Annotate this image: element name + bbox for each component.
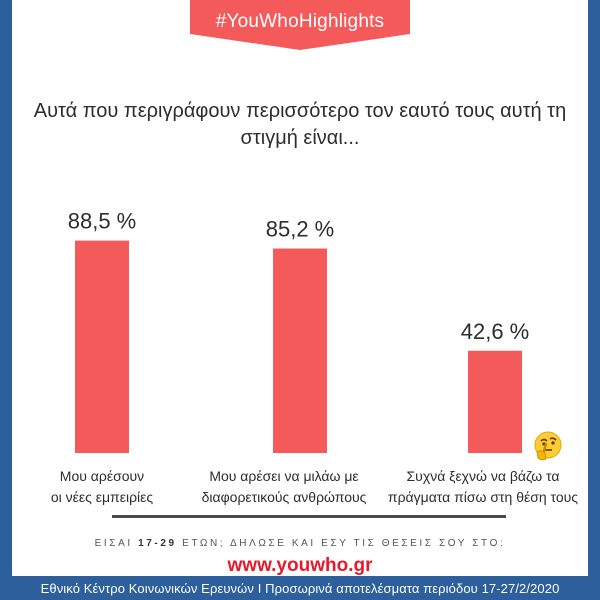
- footer-age: 17-29: [138, 538, 177, 549]
- site-tld: .gr: [348, 555, 373, 576]
- divider: [112, 515, 506, 518]
- category-label-3-line-1: Συχνά ξεχνώ να βάζω τα: [407, 468, 560, 484]
- category-label-1-line-2: οι νέες εμπειρίες: [51, 489, 154, 505]
- category-label-3-line-2: πράγματα πίσω στη θέση τους: [388, 489, 578, 505]
- bar-1: [75, 240, 129, 453]
- category-label-1-line-1: Μου αρέσουν: [60, 468, 144, 484]
- hashtag-banner: #YouWhoHighlights: [190, 0, 410, 50]
- value-label-1: 88,5 %: [68, 209, 137, 234]
- footer-invitation: ΕΙΣΑΙ 17-29 ΕΤΩΝ; ΔΗΛΩΣΕ ΚΑΙ ΕΣΥ ΤΙΣ ΘΕΣ…: [0, 538, 600, 549]
- site-main: www.youwho: [227, 555, 349, 576]
- chart-title: Αυτά που περιγράφουν περισσότερο τον εαυ…: [30, 98, 570, 152]
- footer-prefix: ΕΙΣΑΙ: [94, 538, 139, 549]
- chart-title-line-2: στιγμή είναι...: [240, 127, 360, 149]
- category-label-2-line-2: διαφορετικούς ανθρώπους: [202, 489, 367, 505]
- bar-2: [273, 248, 327, 453]
- chart-title-line-1: Αυτά που περιγράφουν περισσότερο τον εαυ…: [33, 100, 567, 122]
- footer-suffix: ΕΤΩΝ; ΔΗΛΩΣΕ ΚΑΙ ΕΣΥ ΤΙΣ ΘΕΣΕΙΣ ΣΟΥ ΣΤΟ:: [176, 538, 506, 549]
- category-label-2-line-1: Μου αρέσει να μιλάω με: [209, 468, 358, 484]
- value-label-3: 42,6 %: [461, 319, 530, 344]
- thinking-face-icon: [533, 430, 563, 467]
- site-link[interactable]: www.youwho.gr: [0, 555, 600, 577]
- hashtag-text: #YouWhoHighlights: [215, 11, 385, 32]
- source-note: Εθνικό Κέντρο Κοινωνικών Ερευνών Ι Προσω…: [40, 581, 560, 596]
- value-label-2: 85,2 %: [266, 217, 335, 242]
- bar-3: [468, 350, 522, 453]
